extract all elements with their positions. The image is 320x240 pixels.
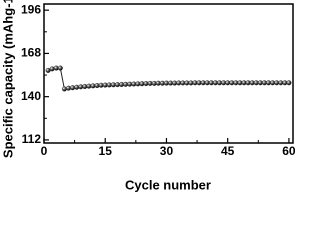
x-tick-label: 0 xyxy=(41,144,48,158)
y-tick-label: 112 xyxy=(22,132,42,146)
x-tick-label: 30 xyxy=(160,144,174,158)
data-point xyxy=(65,85,71,91)
data-point xyxy=(286,80,292,86)
data-point xyxy=(61,86,67,92)
y-tick-label: 140 xyxy=(21,89,41,103)
data-point xyxy=(70,85,76,91)
data-point xyxy=(57,65,63,71)
data-point xyxy=(49,66,55,72)
x-tick-label: 45 xyxy=(221,144,235,158)
data-point xyxy=(74,84,80,90)
x-tick-label: 15 xyxy=(99,144,113,158)
y-axis-title: Specific capacity (mAhg-1) xyxy=(0,0,15,158)
chart: Cycle number Specific capacity (mAhg-1) … xyxy=(0,0,296,192)
plot-frame xyxy=(43,3,294,144)
x-tick-label: 60 xyxy=(282,144,296,158)
y-tick-label: 196 xyxy=(21,2,41,16)
x-axis-title: Cycle number xyxy=(125,177,211,192)
y-tick-label: 168 xyxy=(21,46,41,60)
